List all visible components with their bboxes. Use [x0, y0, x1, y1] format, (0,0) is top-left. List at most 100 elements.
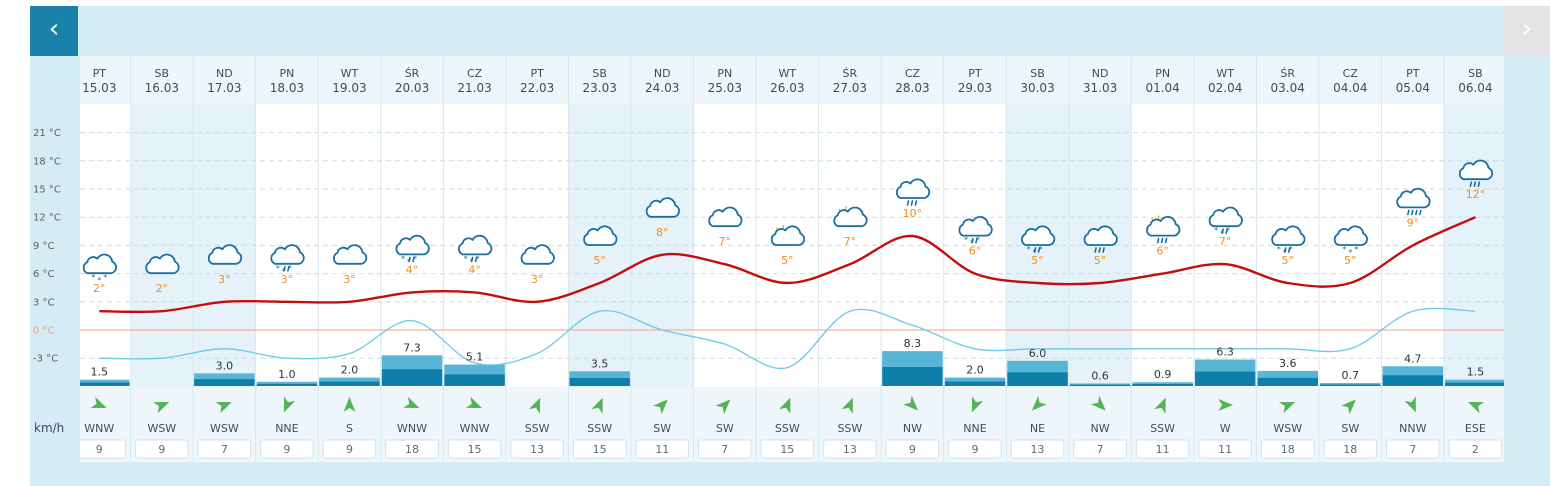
raindrop [1407, 209, 1410, 216]
precip-bar [319, 381, 380, 386]
wind-arrow-icon [1154, 397, 1166, 414]
sleet-icon: * * * [1021, 225, 1056, 257]
wind-speed-box [80, 439, 127, 459]
cloud-shape [1208, 206, 1243, 228]
temperature-label: 5° [1344, 254, 1357, 267]
prev-period-button[interactable]: ‹ [30, 6, 78, 56]
wind-speed-box [885, 439, 940, 459]
day-label: SB [1468, 67, 1483, 80]
wind-speed-box [385, 439, 439, 459]
wind-arrow-shape [1031, 395, 1047, 411]
precip-bar [80, 382, 130, 386]
y-tick-label: 9 °C [33, 241, 55, 252]
date-label: 28.03 [895, 81, 929, 95]
date-label: 26.03 [770, 81, 804, 95]
cloud-shape [770, 225, 806, 246]
snowflake: * [288, 264, 292, 273]
temperature-label: 5° [593, 254, 606, 267]
wind-speed-label: 18 [1281, 443, 1295, 456]
wind-arrow-icon [971, 396, 984, 413]
precip-bar-light [319, 377, 380, 382]
precip-label: 6.0 [1029, 347, 1047, 360]
wind-arrow-icon [465, 396, 482, 409]
wind-arrow-shape [1090, 395, 1106, 411]
cloud-shape [896, 178, 931, 199]
snowflake: * [1289, 245, 1293, 254]
precip-bar-light [80, 379, 130, 383]
wind-speed-label: 13 [843, 443, 857, 456]
wind-speed-box [322, 439, 377, 459]
wind-unit-label: km/h [34, 421, 64, 435]
wind-arrow-icon [1341, 399, 1356, 415]
wind-direction-label: SSW [587, 422, 612, 435]
wind-direction-label: WSW [210, 422, 239, 435]
precip-bar-light [569, 371, 630, 378]
day-label: ŚR [405, 67, 420, 80]
cloud-shape [1396, 187, 1431, 209]
snowflake: * [1226, 226, 1230, 235]
raindrop [1037, 247, 1041, 253]
wind-speed-box [135, 439, 189, 459]
raindrop [971, 237, 974, 244]
y-tick-label: 0 °C [33, 326, 55, 337]
cloud-shape [395, 234, 430, 256]
snowflake: * [276, 264, 280, 273]
raindrop [1221, 228, 1224, 234]
precip-label: 2.0 [966, 364, 984, 377]
raindrop [1283, 247, 1287, 253]
wind-arrow-icon [215, 401, 232, 414]
precip-bar-light [1445, 379, 1504, 383]
cloud-shape [520, 244, 555, 265]
wind-arrow-icon [90, 396, 107, 409]
wind-speed-label: 9 [909, 443, 916, 456]
precip-bar [1194, 371, 1256, 386]
precip-bar-light [256, 381, 318, 384]
precip-bar [882, 366, 943, 386]
precip-label: 1.5 [1467, 366, 1485, 379]
wind-speed-box [447, 439, 502, 459]
snowflake: * [1033, 248, 1037, 257]
heavy-rain-icon [1396, 187, 1431, 216]
temperature-label: 5° [1281, 254, 1294, 267]
wind-speed-label: 18 [405, 443, 419, 456]
day-label: CZ [467, 67, 483, 80]
wind-arrow-icon [1218, 399, 1234, 411]
wind-speed-box [260, 439, 314, 459]
wind-arrow-icon [653, 399, 668, 415]
raindrop [470, 256, 474, 263]
wind-direction-label: WSW [1273, 422, 1302, 435]
date-label: 21.03 [457, 81, 491, 95]
wind-speed-box [823, 439, 877, 459]
precip-bar [1382, 375, 1444, 386]
wind-direction-label: NE [1030, 422, 1045, 435]
rain-icon [896, 178, 931, 206]
wind-speed-box [948, 439, 1002, 459]
date-label: 23.03 [582, 81, 616, 95]
temperature-label: 7° [844, 235, 857, 248]
wind-arrow-shape [403, 396, 420, 409]
wind-arrow-shape [153, 401, 170, 414]
sleet-icon: * * * [1208, 206, 1243, 238]
date-label: 02.04 [1208, 81, 1242, 95]
day-label: SB [155, 67, 170, 80]
temperature-label: 4° [468, 263, 481, 276]
wind-speed-box [510, 439, 564, 459]
wind-arrow-shape [779, 397, 791, 414]
raindrop [1415, 209, 1418, 216]
day-label: ND [216, 67, 233, 80]
wind-arrow-shape [343, 397, 356, 412]
raindrop [1287, 247, 1291, 253]
raindrop [1411, 209, 1414, 216]
precip-label: 4.7 [1404, 352, 1422, 365]
snowflake: * [1214, 226, 1218, 235]
cloud-icon [520, 244, 555, 265]
temperature-label: 7° [1219, 235, 1232, 248]
cloud-icon [583, 225, 618, 246]
raindrop [1160, 237, 1164, 244]
temperature-label: 5° [1094, 254, 1107, 267]
day-label: ND [1092, 67, 1109, 80]
snowflake: * [1283, 248, 1287, 257]
wind-arrow-icon [283, 396, 296, 413]
next-period-button[interactable]: › [1504, 6, 1550, 56]
wind-speed-label: 9 [971, 443, 978, 456]
